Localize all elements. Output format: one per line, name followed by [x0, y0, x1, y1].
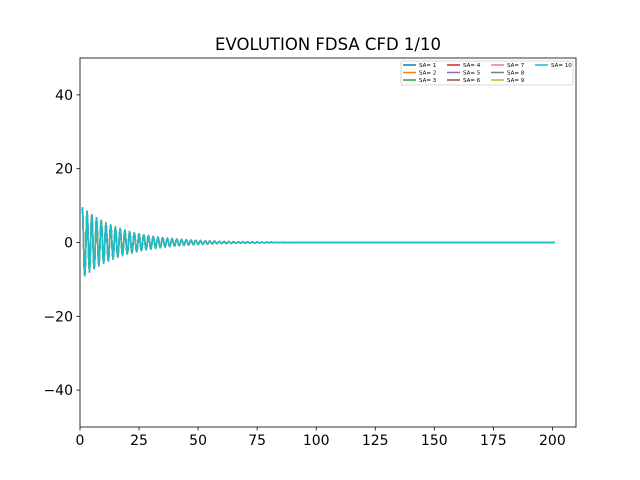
series-line-2	[81, 207, 555, 277]
series-line-9	[81, 207, 555, 277]
series-line-3	[81, 207, 555, 277]
x-tick-label: 0	[76, 433, 85, 449]
series-line-6	[81, 207, 555, 277]
x-tick-label: 50	[189, 433, 207, 449]
x-tick-label: 150	[421, 433, 448, 449]
legend-label-10: SA= 10	[551, 63, 572, 69]
series-line-7	[81, 207, 555, 277]
y-tick-label: 0	[64, 236, 73, 252]
axes: 0 25 50 75 100 125 150 175 200 −40 −20 0 20 40	[43, 57, 577, 449]
y-tick-label: −40	[43, 383, 73, 399]
legend-label-7: SA= 7	[507, 63, 525, 69]
legend-label-4: SA= 4	[463, 63, 481, 69]
series-line-10	[81, 207, 555, 277]
legend-label-9: SA= 9	[507, 78, 525, 84]
y-tick-label: 40	[55, 88, 73, 104]
x-tick-label: 100	[303, 433, 330, 449]
x-tick-label: 25	[130, 433, 148, 449]
x-tick-label: 200	[539, 433, 566, 449]
series-line-5	[81, 207, 555, 277]
series-line-4	[81, 207, 555, 277]
legend-label-5: SA= 5	[463, 71, 481, 77]
series-line-1	[81, 207, 555, 277]
legend-label-8: SA= 8	[507, 71, 525, 77]
legend-label-3: SA= 3	[419, 78, 437, 84]
legend-box	[400, 60, 574, 86]
legend-label-6: SA= 6	[463, 78, 481, 84]
y-tick-label: −20	[43, 309, 73, 325]
x-tick-label: 175	[480, 433, 507, 449]
plot-area	[81, 207, 555, 277]
legend: SA= 1 SA= 2SA= 3 SA= 4 SA= 5SA= 6 SA= 7 SA= 8…	[400, 60, 574, 86]
legend-label-1: SA= 1	[419, 63, 436, 69]
x-tick-label: 75	[248, 433, 266, 449]
chart-title: EVOLUTION FDSA CFD 1/10	[215, 35, 441, 54]
y-tick-label: 20	[55, 162, 73, 178]
series-line-8	[81, 207, 555, 277]
legend-label-2: SA= 2	[419, 71, 436, 77]
x-tick-label: 125	[362, 433, 389, 449]
